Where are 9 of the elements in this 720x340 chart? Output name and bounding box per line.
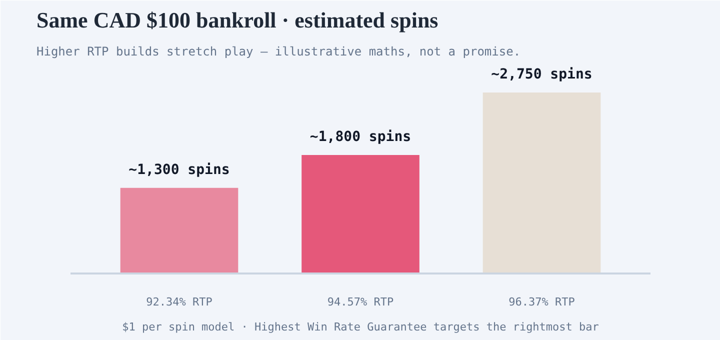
x-tick-label: 96.37% RTP bbox=[508, 296, 576, 308]
text: $1 per spin model · Highest Win Rate Guarantee targets the rightmost bar bbox=[122, 320, 600, 334]
data-label: ~2,750 spins bbox=[491, 66, 592, 82]
x-tick-label: 92.34% RTP bbox=[146, 296, 213, 308]
chart-title: Same CAD $100 bankroll · estimated spins bbox=[36, 8, 439, 32]
data-label: ~1,300 spins bbox=[128, 162, 230, 178]
chart-subtitle: Higher RTP builds stretch play — illustrative maths, not a promise. bbox=[36, 44, 521, 58]
x-tick-label: 94.57% RTP bbox=[327, 296, 394, 308]
data-label: ~1,800 spins bbox=[310, 129, 412, 146]
